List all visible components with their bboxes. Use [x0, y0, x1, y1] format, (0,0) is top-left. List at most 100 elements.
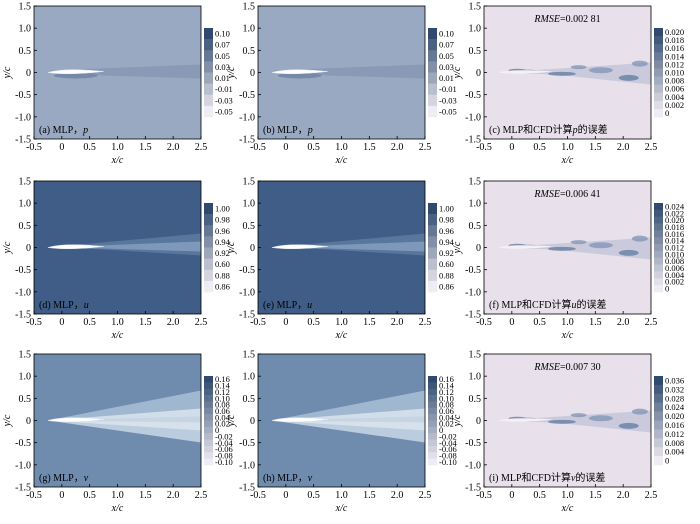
colorbar-tick-label: -0.04	[439, 438, 457, 448]
x-tick-label: 0	[283, 490, 288, 501]
colorbar-segment	[204, 420, 213, 428]
error-spot	[570, 240, 587, 245]
y-tick-label: 0	[476, 68, 481, 79]
wake-core	[271, 408, 425, 431]
wake-region	[271, 64, 425, 79]
error-spot	[618, 249, 639, 256]
colorbar-segment	[428, 203, 437, 215]
x-tick-label: 0	[509, 490, 514, 501]
colorbar-tick-label: 0	[665, 108, 669, 118]
y-tick-label: -1.0	[239, 287, 255, 298]
colorbar-segment	[654, 420, 663, 430]
colorbar-segment	[204, 50, 213, 62]
colorbar-tick-label: 0.024	[665, 201, 685, 211]
colorbar-tick-label: 0.014	[665, 236, 685, 246]
panel-label-prefix: (b) MLP，	[263, 125, 308, 136]
colorbar-tick-label: 0.92	[215, 248, 230, 258]
y-tick-label: -1.5	[239, 483, 255, 494]
colorbar-tick-label: -0.06	[439, 444, 457, 454]
y-tick-label: -0.5	[465, 90, 481, 101]
colorbar-segment	[204, 445, 213, 453]
colorbar-segment	[204, 452, 213, 459]
panel-u-2: -0.5 0 0.5 1.0 1.5 2.0 2.5 1.5 1.0 0.5 0 -0.5 -1.0 -1…	[226, 177, 455, 342]
x-tick-label: 1.5	[589, 317, 602, 328]
y-tick-label: 1.0	[469, 372, 482, 383]
colorbar-tick-label: 0.020	[665, 27, 684, 37]
x-axis-label: x/c	[111, 330, 124, 341]
colorbar-segment	[428, 452, 437, 459]
colorbar-tick-label: 0	[439, 425, 443, 435]
panel-label-var: p	[307, 125, 313, 136]
x-tick-label: -0.5	[476, 317, 492, 328]
colorbar-tick-label: 0	[665, 456, 669, 466]
x-tick-label: 2.0	[617, 490, 630, 501]
colorbar-segment	[654, 278, 663, 286]
colorbar-tick-label: 0.02	[439, 419, 454, 429]
y-tick-label: -0.5	[465, 265, 481, 276]
x-tick-label: 0	[59, 317, 64, 328]
y-tick-label: -1.5	[15, 135, 31, 146]
y-tick-label: -1.5	[465, 483, 481, 494]
colorbar-tick-label: 1.00	[439, 204, 454, 214]
panel-label: (b) MLP，p	[263, 125, 313, 136]
colorbar-tick-label: -0.08	[215, 450, 233, 460]
x-tick-label: 0	[283, 317, 288, 328]
colorbar-tick-label: 1.00	[215, 204, 230, 214]
colorbar-segment	[428, 439, 437, 447]
colorbar-tick-label: 0.05	[215, 51, 230, 61]
colorbar-segment	[204, 258, 213, 271]
y-tick-label: 1.5	[243, 350, 256, 361]
panel-p-3: -0.5 0 0.5 1.0 1.5 2.0 2.5 1.5 1.0 0.5 0 -0.5 -1.0 -1…	[452, 2, 685, 167]
colorbar-tick-label: 0.88	[215, 270, 230, 280]
colorbar-segment	[428, 258, 437, 271]
colorbar-tick-label: 0.012	[665, 243, 684, 253]
colorbar-segment	[654, 28, 663, 37]
colorbar-tick-label: 0.98	[215, 215, 230, 225]
y-tick-label: -1.5	[465, 135, 481, 146]
x-tick-label: 1.5	[139, 142, 152, 153]
y-tick-label: 1.0	[19, 24, 32, 35]
y-axis-label: y/c	[226, 66, 237, 79]
colorbar-segment	[204, 439, 213, 447]
colorbar-segment	[204, 28, 213, 40]
airfoil-shape	[497, 418, 554, 422]
colorbar-tick-label: 0.94	[439, 237, 455, 247]
y-axis-label: y/c	[2, 241, 13, 254]
colorbar: 1.000.980.960.940.920.600.880.86	[204, 203, 231, 293]
colorbar-segment	[654, 456, 663, 466]
x-tick-label: 2.5	[419, 490, 432, 501]
colorbar-segment	[428, 105, 437, 118]
colorbar-segment	[654, 438, 663, 448]
colorbar-segment	[428, 236, 437, 248]
x-tick-label: 0.5	[307, 490, 320, 501]
panel-label-var: p	[572, 125, 578, 136]
x-tick-label: -0.5	[476, 490, 492, 501]
colorbar-segment	[428, 269, 437, 282]
rmse-label: RMSE	[533, 189, 560, 200]
colorbar-segment	[204, 388, 213, 396]
colorbar-segment	[204, 105, 213, 118]
colorbar-tick-label: 0.014	[665, 51, 685, 61]
colorbar-tick-label: 0.08	[215, 400, 230, 410]
x-tick-label: 2.0	[391, 490, 404, 501]
colorbar-tick-label: -0.02	[215, 431, 233, 441]
colorbar-tick-label: 0.002	[665, 277, 684, 287]
colorbar-tick-label: 0.016	[665, 420, 684, 430]
colorbar-segment	[204, 426, 213, 434]
x-tick-label: 2.5	[419, 142, 432, 153]
y-tick-label: 1.5	[243, 177, 256, 188]
x-tick-label: 1.5	[363, 142, 376, 153]
colorbar-tick-label: -0.10	[439, 457, 457, 467]
colorbar-tick-label: -0.04	[215, 438, 233, 448]
y-tick-label: 1.5	[19, 350, 32, 361]
panel-label: (f) MLP和CFD计算u的误差	[489, 298, 607, 311]
y-tick-label: 0	[26, 243, 31, 254]
wake-core	[47, 408, 201, 431]
y-tick-label: 1.5	[19, 177, 32, 188]
y-tick-label: 0	[26, 68, 31, 79]
colorbar-segment	[654, 271, 663, 279]
colorbar-segment	[204, 414, 213, 421]
colorbar-segment	[428, 407, 437, 415]
colorbar-tick-label: 0.006	[665, 84, 684, 94]
colorbar-tick-label: 0.07	[439, 40, 454, 50]
